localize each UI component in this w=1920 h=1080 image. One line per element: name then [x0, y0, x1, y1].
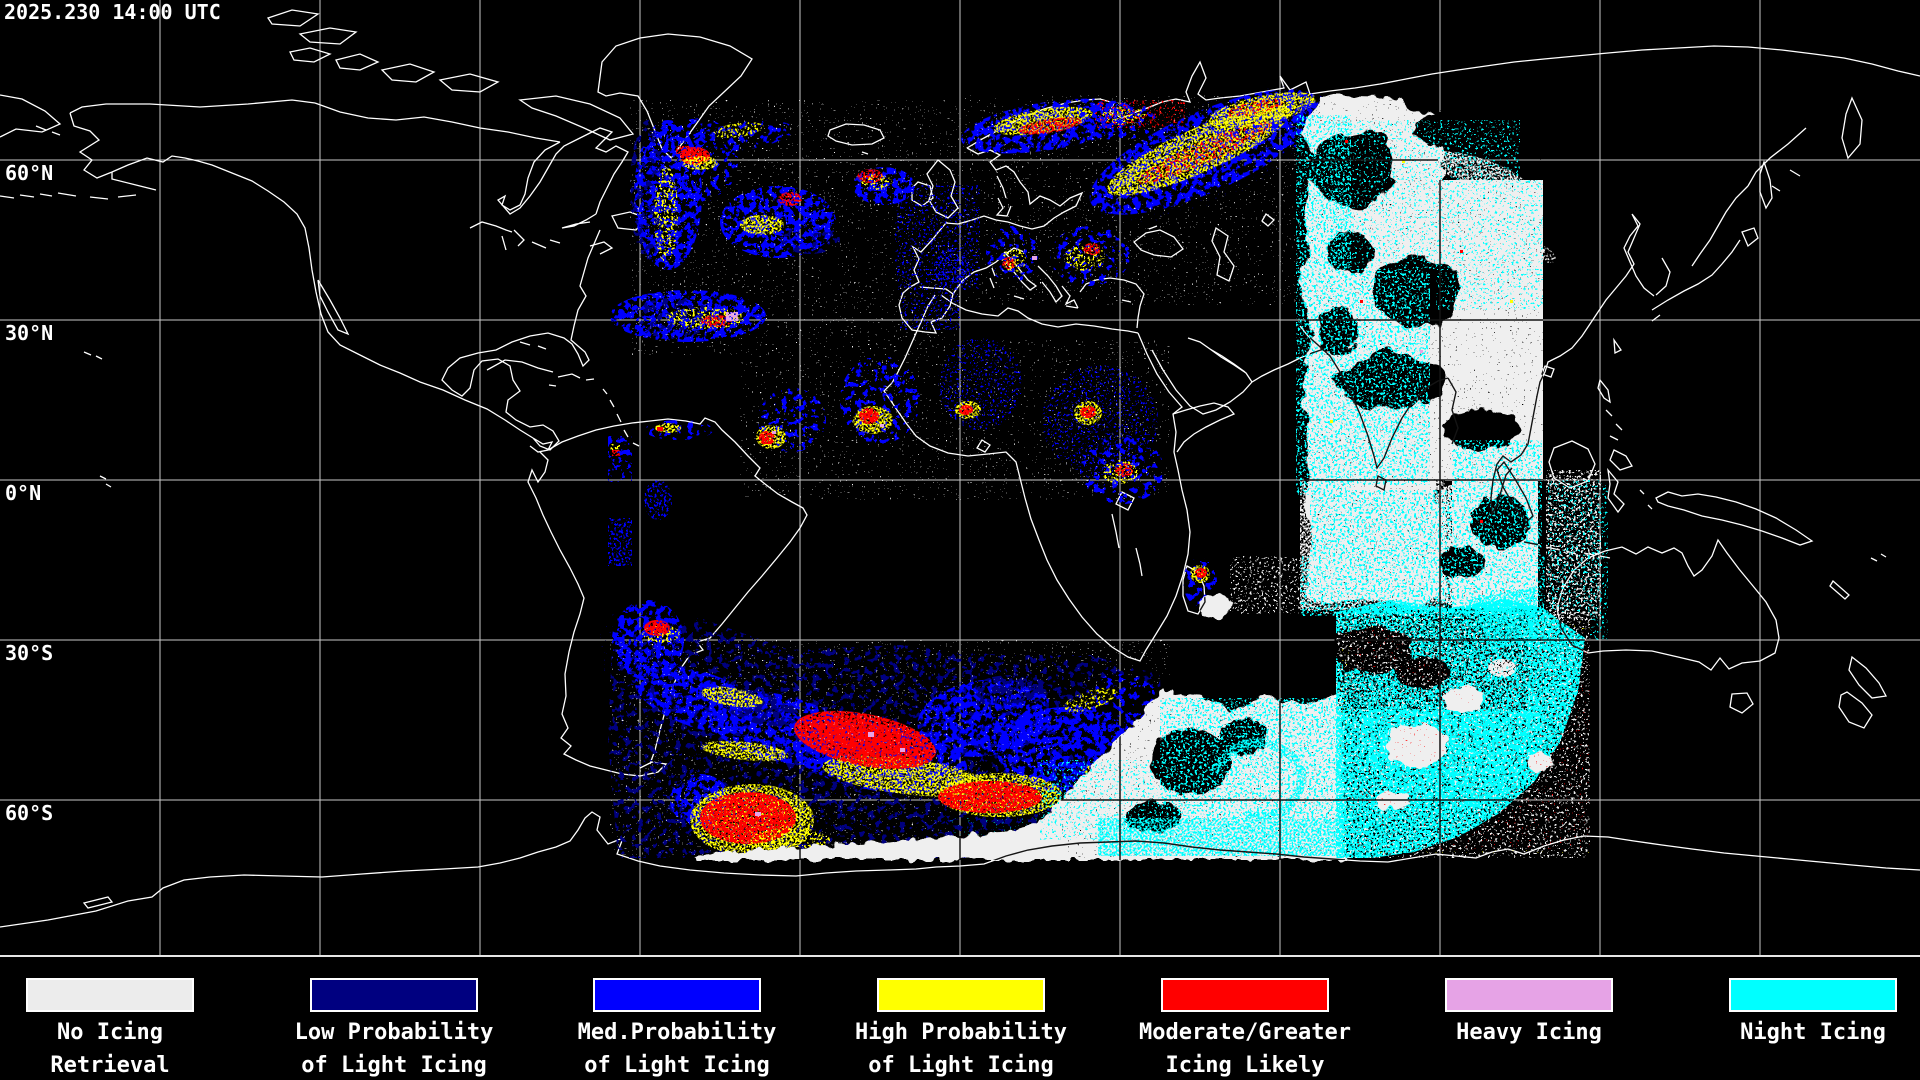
legend-item-low-probability: Low Probability of Light Icing: [234, 958, 554, 1080]
legend-item-heavy-icing: Heavy Icing: [1369, 958, 1689, 1049]
med-prob-swatch: [593, 978, 761, 1012]
timestamp: 2025.230 14:00 UTC: [4, 0, 221, 24]
legend-label: Moderate/Greater: [1139, 1020, 1351, 1045]
high-prob-swatch: [877, 978, 1045, 1012]
legend-item-night-icing: Night Icing: [1653, 958, 1920, 1049]
lat-label-30n: 30°N: [5, 321, 53, 345]
no-icing-retrieval-sector: [692, 96, 1608, 860]
lat-label-60n: 60°N: [5, 161, 53, 185]
legend-label: of Light Icing: [301, 1053, 487, 1078]
moderate-icing-swatch: [1161, 978, 1329, 1012]
legend-label: Med.Probability: [577, 1020, 777, 1045]
legend-label: Low Probability: [294, 1020, 494, 1045]
legend-item-moderate-greater: Moderate/Greater Icing Likely: [1085, 958, 1405, 1080]
lat-label-60s: 60°S: [5, 801, 53, 825]
night-icing-disc: [1332, 586, 1590, 858]
heavy-icing-swatch: [1445, 978, 1613, 1012]
legend-item-high-probability: High Probability of Light Icing: [801, 958, 1121, 1080]
tropical-icing-clusters: [608, 338, 1217, 606]
legend-label: Night Icing: [1740, 1020, 1886, 1045]
russia-icing-band: [1060, 86, 1330, 295]
lat-label-0n: 0°N: [5, 481, 41, 505]
latitude-labels: 60°N 30°N 0°N 30°S 60°S: [5, 161, 53, 825]
legend-label: of Light Icing: [868, 1053, 1054, 1078]
map-canvas: 2025.230 14:00 UTC 60°N 30°N 0°N 30°S 60…: [0, 0, 1920, 958]
icing-data-layers: [598, 86, 1608, 860]
lat-label-30s: 30°S: [5, 641, 53, 665]
legend-item-no-icing-retrieval: No Icing Retrieval: [0, 958, 270, 1080]
legend-label: High Probability: [855, 1020, 1067, 1045]
night-icing-swatch: [1729, 978, 1897, 1012]
legend-label: Retrieval: [50, 1053, 170, 1078]
low-prob-swatch: [310, 978, 478, 1012]
legend-label: No Icing: [57, 1020, 163, 1045]
legend-label: of Light Icing: [584, 1053, 770, 1078]
legend-label: Heavy Icing: [1456, 1020, 1602, 1045]
legend: No Icing Retrieval Low Probability of Ligh…: [0, 958, 1920, 1080]
north-atlantic-icing: [610, 100, 960, 355]
legend-label: Icing Likely: [1165, 1053, 1325, 1078]
no-icing-swatch: [26, 978, 194, 1012]
legend-item-med-probability: Med.Probability of Light Icing: [517, 958, 837, 1080]
